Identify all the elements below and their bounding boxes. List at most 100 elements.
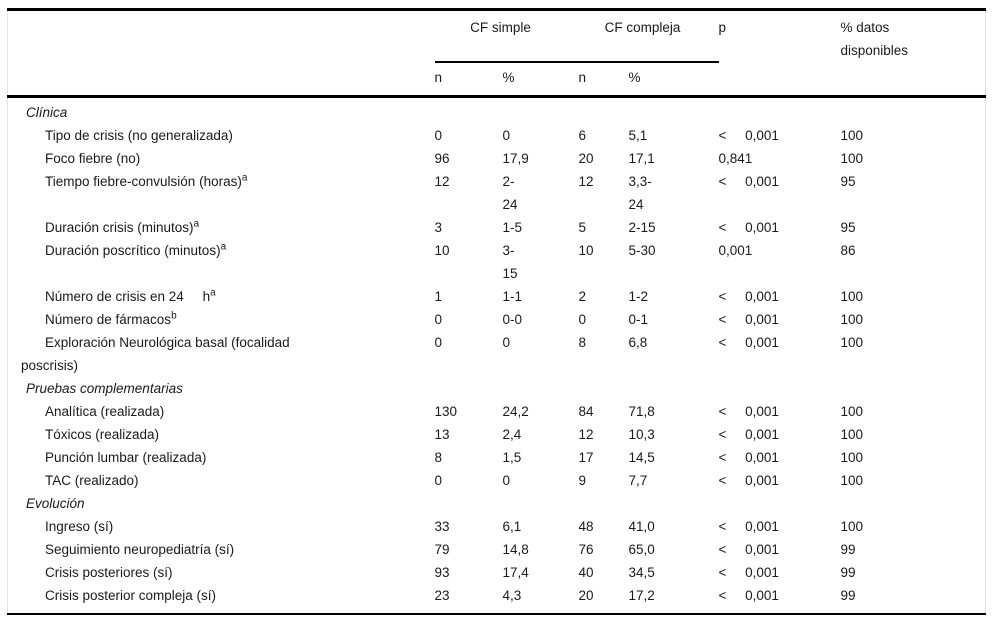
cell-p-value: < 0,001 — [718, 219, 779, 235]
cell-n-simple: 10 — [434, 242, 450, 258]
table-row: Duración poscrítico (minutos)a 10 3- 15 10 5… — [8, 239, 986, 285]
cell-pct-compleja: 3,3- 24 — [628, 173, 652, 212]
footnote-marker: b — [171, 310, 177, 321]
cell-n-compleja: 17 — [578, 449, 594, 465]
cell-pct-simple: 1-1 — [502, 288, 523, 304]
cell-n-simple: 79 — [434, 541, 450, 557]
row-label: Analítica (realizada) — [8, 400, 435, 423]
cell-datos-disponibles: 100 — [840, 150, 864, 166]
subcol-n-compleja: n — [578, 62, 629, 98]
header-subcol-row: n % n % — [7, 62, 986, 98]
section-row: Evolución — [8, 492, 986, 515]
row-label-text: Foco fiebre (no) — [45, 150, 141, 166]
table-row: Punción lumbar (realizada) 8 1,5 17 14,5 < 0,… — [8, 446, 986, 469]
cell-pct-simple: 17,4 — [502, 564, 529, 580]
row-label-text: Analítica (realizada) — [45, 403, 165, 419]
subcol-n-simple: n — [434, 62, 503, 98]
table-row: Ingreso (sí) 33 6,1 48 41,0 < 0,001 100 — [8, 515, 986, 538]
cell-n-simple: 13 — [434, 426, 450, 442]
cell-pct-compleja: 0-1 — [628, 311, 649, 327]
row-label: Número de fármacosb — [8, 308, 435, 331]
cell-n-compleja: 12 — [578, 426, 594, 442]
cell-pct-compleja: 14,5 — [628, 449, 655, 465]
row-label: Duración crisis (minutos)a — [8, 216, 435, 239]
cell-n-simple: 93 — [434, 564, 450, 580]
row-label-text: Crisis posterior compleja (sí) — [45, 587, 217, 603]
cell-n-compleja: 5 — [578, 219, 587, 235]
table-row: Analítica (realizada) 130 24,2 84 71,8 < 0,00… — [8, 400, 986, 423]
footnote-marker: a — [210, 287, 216, 298]
footnote-marker: a — [220, 241, 227, 252]
cell-datos-disponibles: 100 — [840, 334, 864, 350]
cell-p-value: < 0,001 — [718, 288, 779, 304]
cell-datos-disponibles: 100 — [840, 518, 864, 534]
cell-pct-simple: 2- 24 — [502, 173, 518, 212]
table-row: Tóxicos (realizada) 13 2,4 12 10,3 < 0,001 100 — [8, 423, 986, 446]
cell-pct-compleja: 1-2 — [628, 288, 649, 304]
cell-p-value: < 0,001 — [718, 334, 779, 350]
header-empty-cell — [7, 62, 435, 98]
cell-p-value: < 0,001 — [718, 403, 779, 419]
cell-n-compleja: 84 — [578, 403, 594, 419]
cell-n-simple: 0 — [434, 311, 443, 327]
table-row: Exploración Neurológica basal (focalidad… — [8, 331, 986, 377]
cell-datos-disponibles: 100 — [840, 472, 864, 488]
table-header: CF simple CF compleja p % datos disponib… — [7, 9, 986, 98]
cell-pct-simple: 3- 15 — [502, 242, 518, 281]
cell-n-compleja: 8 — [578, 334, 587, 350]
row-label: Número de crisis en 24 ha — [8, 285, 435, 308]
cell-p-value: < 0,001 — [718, 541, 779, 557]
cell-n-compleja: 48 — [578, 518, 594, 534]
cell-n-simple: 23 — [434, 587, 450, 603]
cell-n-simple: 0 — [434, 334, 443, 350]
cell-n-compleja: 76 — [578, 541, 594, 557]
cell-n-compleja: 12 — [578, 173, 594, 189]
cell-datos-disponibles: 99 — [840, 587, 856, 603]
cell-datos-disponibles: 100 — [840, 403, 864, 419]
subcol-pct-simple: % — [502, 62, 579, 98]
cell-n-compleja: 10 — [578, 242, 594, 258]
cell-datos-disponibles: 99 — [840, 564, 856, 580]
col-group-cf-simple: CF simple — [434, 9, 579, 63]
cell-pct-compleja: 71,8 — [628, 403, 655, 419]
cell-pct-compleja: 17,2 — [628, 587, 655, 603]
cell-n-simple: 8 — [434, 449, 443, 465]
cell-n-simple: 3 — [434, 219, 443, 235]
cell-n-compleja: 9 — [578, 472, 587, 488]
cell-pct-simple: 6,1 — [502, 518, 522, 534]
section-label: Clínica — [26, 104, 68, 120]
row-label-text: Tipo de crisis (no generalizada) — [45, 127, 233, 143]
section-label: Pruebas complementarias — [26, 380, 183, 396]
cell-pct-simple: 0-0 — [502, 311, 523, 327]
header-empty-cell — [8, 10, 435, 63]
row-label-text: Crisis posteriores (sí) — [45, 564, 173, 580]
cell-p-value: < 0,001 — [718, 426, 779, 442]
row-label: Crisis posterior compleja (sí) — [8, 584, 435, 614]
row-label: Crisis posteriores (sí) — [8, 561, 435, 584]
cell-n-simple: 1 — [434, 288, 443, 304]
table-row: TAC (realizado) 0 0 9 7,7 < 0,001 100 — [8, 469, 986, 492]
cell-n-simple: 0 — [434, 127, 443, 143]
col-header-datos-disponibles: % datos disponibles — [840, 20, 909, 58]
cell-datos-disponibles: 100 — [840, 127, 864, 143]
row-label: Tóxicos (realizada) — [8, 423, 435, 446]
cell-p-value: < 0,001 — [718, 449, 779, 465]
cell-n-simple: 96 — [434, 150, 450, 166]
cell-n-simple: 130 — [434, 403, 458, 419]
row-label: TAC (realizado) — [8, 469, 435, 492]
row-label: Ingreso (sí) — [8, 515, 435, 538]
row-label-text: Duración poscrítico (minutos) — [45, 242, 221, 258]
cell-pct-simple: 17,9 — [502, 150, 529, 166]
cell-datos-disponibles: 95 — [840, 219, 856, 235]
row-label-text: TAC (realizado) — [45, 472, 139, 488]
header-empty-cell — [718, 62, 841, 98]
footnote-marker: a — [193, 218, 200, 229]
row-label-text: Tóxicos (realizada) — [45, 426, 160, 442]
row-label-text: Duración crisis (minutos) — [45, 219, 194, 235]
subcol-pct-compleja: % — [628, 62, 719, 98]
table-row: Tiempo fiebre-convulsión (horas)a 12 2- 24… — [8, 170, 986, 216]
cell-n-compleja: 20 — [578, 150, 594, 166]
cell-p-value: < 0,001 — [718, 311, 779, 327]
row-label: Punción lumbar (realizada) — [8, 446, 435, 469]
